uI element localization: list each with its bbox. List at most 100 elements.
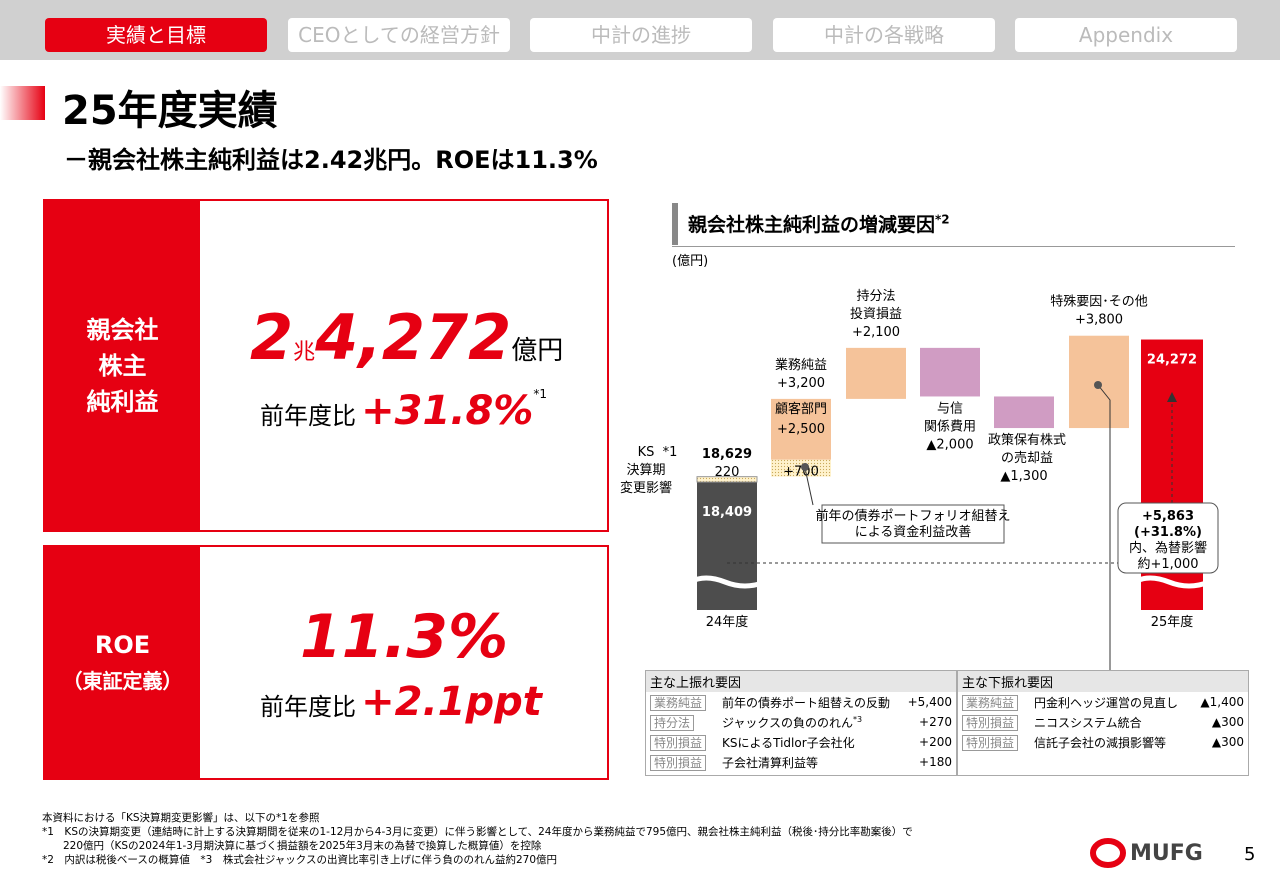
value-cell: +200: [919, 735, 952, 749]
kpi-box: ROE （東証定義） 11.3% 前年度比 +2.1ppt: [43, 545, 609, 780]
compare-value: +31.8%: [361, 388, 534, 434]
callout-box: [821, 504, 1005, 544]
label: +2,500: [777, 422, 825, 437]
row: 特別損益 KSによるTidlor子会社化 +200: [646, 732, 956, 752]
bar: [846, 347, 906, 399]
label-line: 純利益: [86, 387, 159, 416]
footnotes: 本資料における「KS決算期変更影響」は、以下の*1を参照 *1 KSの決算期変更（…: [42, 811, 913, 867]
label: +3,200: [777, 376, 825, 391]
bar: [920, 347, 980, 397]
tag-cell: 特別損益: [646, 732, 718, 752]
label: +700: [783, 465, 819, 480]
label: 約+1,000: [1137, 557, 1198, 572]
tag: 特別損益: [650, 734, 707, 751]
text: 子会社清算利益等: [722, 755, 819, 770]
value-part: 4,272: [315, 301, 512, 374]
label: 24,272: [1147, 353, 1197, 368]
tag: 特別損益: [962, 734, 1019, 751]
label: 業務純益: [775, 357, 827, 373]
label: 持分法: [856, 289, 895, 304]
title-bar: [672, 203, 678, 245]
logo: MUFG: [1090, 838, 1203, 868]
note-box: [1117, 502, 1219, 574]
tag: 持分法: [650, 714, 695, 731]
label-line: 株主: [98, 351, 147, 380]
label: 変更影響: [620, 480, 672, 496]
row: 特別損益 信託子会社の減損影響等 ▲300: [958, 732, 1248, 752]
value-cell: ▲1,400: [1200, 695, 1244, 709]
tag-cell: 特別損益: [646, 752, 718, 772]
text: 前年の債券ポート組替えの反動: [722, 695, 891, 710]
row: 持分法 ジャックスの負ののれん*3 +270: [646, 712, 956, 732]
value-part: 兆: [293, 340, 316, 365]
arrow-head: [1167, 392, 1177, 402]
label: KS: [638, 445, 655, 460]
header-cell: 主な下振れ要因: [962, 676, 1054, 691]
nav-tab[interactable]: 実績と目標: [45, 18, 267, 52]
table: 主な下振れ要因 業務純益 円金利ヘッジ運営の見直し ▲1,400 特別損益 ニコスシステム…: [958, 671, 1248, 752]
logo-mark: [1090, 838, 1126, 868]
chart-title: 親会社株主純利益の増減要因*2: [688, 210, 950, 237]
tag: 業務純益: [650, 694, 707, 711]
label-line: （東証定義）: [62, 668, 183, 693]
connector: [804, 467, 814, 506]
value-part: 億円: [511, 336, 564, 366]
compare-label: 前年度比: [260, 693, 356, 721]
tag: 特別損益: [650, 754, 707, 771]
text-cell: ジャックスの負ののれん*3: [718, 712, 901, 732]
kpi-label: ROE （東証定義）: [45, 547, 200, 778]
tag: 特別損益: [962, 714, 1019, 731]
nav-tab[interactable]: Appendix: [1015, 18, 1237, 52]
text: 信託子会社の減損影響等: [1034, 735, 1167, 750]
value-cell: ▲300: [1211, 715, 1244, 729]
kpi-compare: 前年度比 +2.1ppt: [260, 679, 542, 725]
axis-break: [1132, 575, 1210, 589]
tag-cell: 持分法: [646, 712, 718, 732]
logo-text: MUFG: [1130, 840, 1203, 866]
text: 円金利ヘッジ運営の見直し: [1034, 695, 1179, 710]
compare-label: 前年度比: [260, 402, 356, 430]
nav-tab[interactable]: 中計の各戦略: [773, 18, 995, 52]
label: 18,629: [702, 447, 752, 462]
dot: [1094, 381, 1102, 389]
label: 内、為替影響: [1129, 540, 1207, 556]
kpi-box: 親会社 株主 純利益 2兆4,272億円 前年度比 +31.8%*1: [43, 199, 609, 532]
bar: [696, 476, 758, 483]
label: による資金利益改善: [855, 524, 972, 540]
label: 決算期: [626, 463, 665, 478]
header-cell: 主な上振れ要因: [650, 676, 742, 691]
factor-table: 主な下振れ要因 業務純益 円金利ヘッジ運営の見直し ▲1,400 特別損益 ニコスシステム…: [957, 670, 1249, 776]
note: *1: [533, 387, 548, 401]
footnote: *1 KSの決算期変更（連結時に計上する決算期間を従来の1-12月から4-3月に…: [42, 826, 913, 838]
bar-part: [771, 398, 831, 460]
rule: [672, 246, 1235, 247]
tag-cell: 特別損益: [958, 712, 1030, 732]
tag: 業務純益: [962, 694, 1019, 711]
tag-cell: 業務純益: [958, 692, 1030, 712]
kpi-value: 2兆4,272億円: [250, 301, 563, 374]
text-cell: 前年の債券ポート組替えの反動: [718, 692, 901, 712]
nav-tab[interactable]: CEOとしての経営方針: [288, 18, 510, 52]
nav-tab[interactable]: 中計の進捗: [530, 18, 752, 52]
factor-table: 主な上振れ要因 業務純益 前年の債券ポート組替えの反動 +5,400 持分法 ジャックスの…: [645, 670, 957, 776]
header-row: 主な上振れ要因: [646, 671, 956, 692]
value-part: 2: [250, 301, 294, 374]
label: +5,863: [1142, 509, 1194, 524]
text-cell: 信託子会社の減損影響等: [1030, 732, 1193, 752]
header-row: 主な下振れ要因: [958, 671, 1248, 692]
text-cell: 円金利ヘッジ運営の見直し: [1030, 692, 1193, 712]
row: 特別損益 ニコスシステム統合 ▲300: [958, 712, 1248, 732]
footnote: 本資料における「KS決算期変更影響」は、以下の*1を参照: [42, 812, 320, 824]
bar-part: [771, 459, 831, 477]
label: の売却益: [1001, 450, 1053, 466]
footnote: *2 内訳は税後ベースの概算値 *3 株式会社ジャックスの出資比率引き上げに伴う…: [42, 854, 558, 866]
unit: (億円): [672, 254, 709, 269]
label: 投資損益: [850, 306, 902, 322]
value-cell: +270: [919, 715, 952, 729]
connector: [1097, 384, 1111, 670]
tag-cell: 業務純益: [646, 692, 718, 712]
label: ▲1,300: [1000, 469, 1047, 484]
note: *3: [853, 714, 863, 724]
